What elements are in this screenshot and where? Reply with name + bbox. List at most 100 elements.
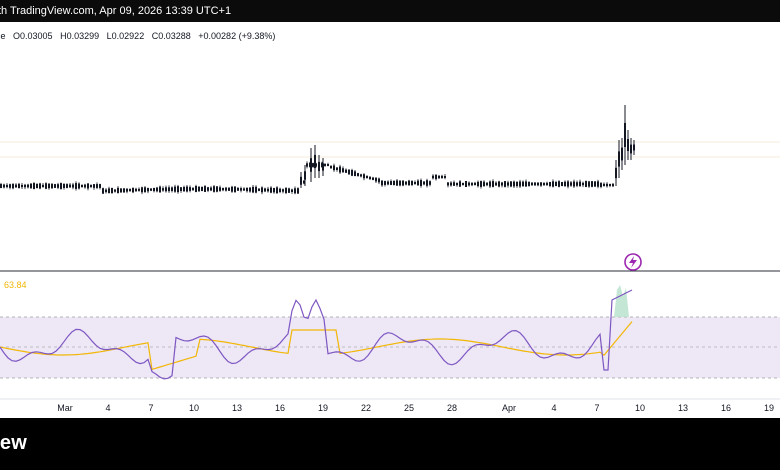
candle-body xyxy=(264,188,266,192)
candle-body xyxy=(147,187,149,192)
candle-body xyxy=(606,183,608,187)
candle-body xyxy=(477,181,479,187)
candle-body xyxy=(564,181,566,187)
x-axis-tick-label: 19 xyxy=(764,403,774,413)
candle-body xyxy=(291,189,293,193)
candle-body xyxy=(609,183,611,187)
candle-body xyxy=(342,168,344,173)
chart-svg[interactable]: Mar 4 7 10 13 16 19 22 25 28 Apr 4 7 10 13 16 19 xyxy=(0,22,780,418)
candle-body xyxy=(165,187,167,192)
candle-body xyxy=(63,184,65,188)
candle-body xyxy=(237,187,239,191)
candle-body xyxy=(456,182,458,186)
candle-body xyxy=(225,187,227,191)
candle-body xyxy=(588,181,590,187)
x-axis-tick-label: 25 xyxy=(404,403,414,413)
candle-body xyxy=(153,187,155,192)
candle-body xyxy=(9,184,11,188)
candle-body xyxy=(603,183,605,187)
rsi-line xyxy=(0,289,633,380)
candle-body xyxy=(282,189,284,192)
candle-body xyxy=(411,181,413,185)
candle-body xyxy=(132,187,134,193)
candle-body xyxy=(393,181,395,185)
candle-body xyxy=(624,123,626,147)
candle-body xyxy=(258,188,260,191)
candle-body xyxy=(33,183,35,189)
candle-body xyxy=(513,181,515,187)
candle-body xyxy=(378,178,380,183)
x-axis: Mar 4 7 10 13 16 19 22 25 28 Apr 4 7 10 13 16 19 xyxy=(57,403,774,413)
x-axis-tick-label: 16 xyxy=(275,403,285,413)
candle-body xyxy=(0,184,2,188)
x-axis-tick-label: 10 xyxy=(189,403,199,413)
candle-body xyxy=(447,182,449,186)
candle-body xyxy=(516,181,518,187)
candle-body xyxy=(480,181,482,187)
candle-body xyxy=(213,186,215,192)
candle-body xyxy=(207,187,209,191)
candle-body xyxy=(522,181,524,187)
candle-body xyxy=(348,169,350,175)
candle-body xyxy=(105,189,107,193)
candle-body xyxy=(180,187,182,191)
legend-change: +0.00282 (+9.38%) xyxy=(198,31,276,41)
candle-body xyxy=(141,187,143,193)
candle-body xyxy=(354,171,356,177)
candle-body xyxy=(171,187,173,192)
candle-body xyxy=(310,158,312,172)
candle-body xyxy=(417,180,419,186)
candle-body xyxy=(591,181,593,187)
candle-body xyxy=(135,188,137,192)
candle-body xyxy=(96,184,98,188)
candle-body xyxy=(228,187,230,191)
candle-body xyxy=(453,182,455,186)
candle-body xyxy=(30,183,32,189)
candle-body xyxy=(621,147,623,161)
candle-body xyxy=(249,187,251,192)
candle-body xyxy=(51,183,53,189)
brand-logo-text: iew xyxy=(0,432,28,454)
candle-body xyxy=(459,181,461,187)
candle-body xyxy=(54,184,56,188)
candle-body xyxy=(576,182,578,186)
candle-body xyxy=(322,163,324,171)
candle-body xyxy=(549,181,551,187)
candle-body xyxy=(552,181,554,187)
candle-body xyxy=(267,188,269,192)
candle-body xyxy=(561,182,563,186)
x-axis-tick-label: 16 xyxy=(721,403,731,413)
candle-body xyxy=(198,186,200,192)
candle-body xyxy=(192,187,194,191)
candle-body xyxy=(390,181,392,185)
candles-group xyxy=(0,105,635,195)
candle-body xyxy=(75,183,77,189)
candle-body xyxy=(345,169,347,173)
candle-body xyxy=(414,181,416,185)
candle-body xyxy=(255,186,257,193)
candle-body xyxy=(558,181,560,187)
candle-body xyxy=(324,163,326,167)
candle-body xyxy=(144,187,146,193)
candle-body xyxy=(543,182,545,186)
candle-body xyxy=(546,182,548,186)
candle-body xyxy=(219,187,221,191)
candle-body xyxy=(123,188,125,193)
candle-body xyxy=(429,181,431,185)
candle-body xyxy=(66,184,68,188)
candle-body xyxy=(372,177,374,180)
candle-body xyxy=(114,189,116,192)
candle-body xyxy=(24,184,26,188)
candle-body xyxy=(381,180,383,186)
rsi-ma-line xyxy=(0,321,633,371)
candle-body xyxy=(231,186,233,192)
candle-body xyxy=(126,188,128,192)
candle-body xyxy=(384,181,386,185)
lightning-bolt-icon[interactable] xyxy=(624,253,642,271)
x-axis-tick-label: 13 xyxy=(232,403,242,413)
candle-body xyxy=(525,181,527,187)
candle-body xyxy=(426,180,428,186)
candle-body xyxy=(216,186,218,192)
candle-body xyxy=(240,188,242,191)
candle-body xyxy=(72,184,74,188)
